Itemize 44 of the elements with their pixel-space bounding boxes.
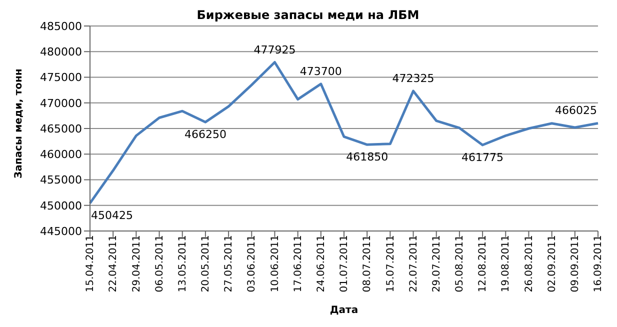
x-tick-label: 01.07.2011 — [339, 235, 350, 292]
x-tick-label: 20.05.2011 — [200, 235, 212, 292]
x-tick-label: 29.07.2011 — [431, 235, 442, 292]
y-axis-title: Запасы меди, тонн — [14, 68, 25, 178]
x-tick-label: 27.05.2011 — [224, 235, 235, 292]
y-tick-label: 475000 — [40, 71, 82, 84]
x-tick-label: 22.04.2011 — [108, 235, 120, 292]
x-tick-label: 15.07.2011 — [385, 235, 396, 292]
y-tick-label: 485000 — [40, 20, 82, 33]
x-tick-label: 24.06.2011 — [316, 235, 328, 292]
x-tick-label: 12.08.2011 — [478, 235, 489, 292]
x-tick-label: 29.04.2011 — [131, 235, 142, 292]
x-tick-label: 26.08.2011 — [524, 235, 535, 292]
data-label: 461775 — [462, 151, 504, 164]
y-tick-label: 470000 — [40, 96, 82, 110]
x-tick-label: 06.05.2011 — [154, 235, 166, 292]
x-tick-label: 09.09.2011 — [570, 235, 582, 292]
data-label: 450425 — [91, 209, 133, 222]
x-tick-label: 16.09.2011 — [593, 235, 604, 292]
x-tick-label: 05.08.2011 — [454, 235, 466, 292]
x-tick-label: 17.06.2011 — [292, 235, 304, 292]
x-tick-label: 03.06.2011 — [246, 235, 258, 292]
x-tick-label: 08.07.2011 — [362, 235, 374, 292]
y-tick-label: 460000 — [40, 148, 82, 162]
y-tick-label: 450000 — [40, 199, 82, 212]
line-series — [88, 61, 600, 204]
data-label: 477925 — [254, 43, 296, 56]
x-tick-label: 15.04.2011 — [85, 235, 96, 292]
chart-title: Биржевые запасы меди на ЛБМ — [196, 8, 420, 22]
x-tick-label: 19.08.2011 — [500, 235, 512, 292]
y-tick-label: 480000 — [40, 46, 82, 59]
data-label: 472325 — [392, 72, 434, 85]
x-tick-label: 22.07.2011 — [408, 235, 420, 292]
x-tick-label: 10.06.2011 — [270, 235, 281, 292]
x-tick-label: 02.09.2011 — [546, 235, 558, 292]
data-label: 461850 — [346, 150, 388, 164]
x-axis-title: Дата — [330, 305, 358, 316]
y-tick-label: 445000 — [40, 224, 82, 238]
y-tick-label: 455000 — [40, 174, 82, 187]
data-label: 473700 — [300, 64, 342, 78]
data-label: 466025 — [555, 104, 597, 118]
data-label: 466250 — [184, 128, 226, 142]
y-tick-label: 465000 — [40, 122, 82, 136]
x-tick-label: 13.05.2011 — [177, 235, 188, 292]
